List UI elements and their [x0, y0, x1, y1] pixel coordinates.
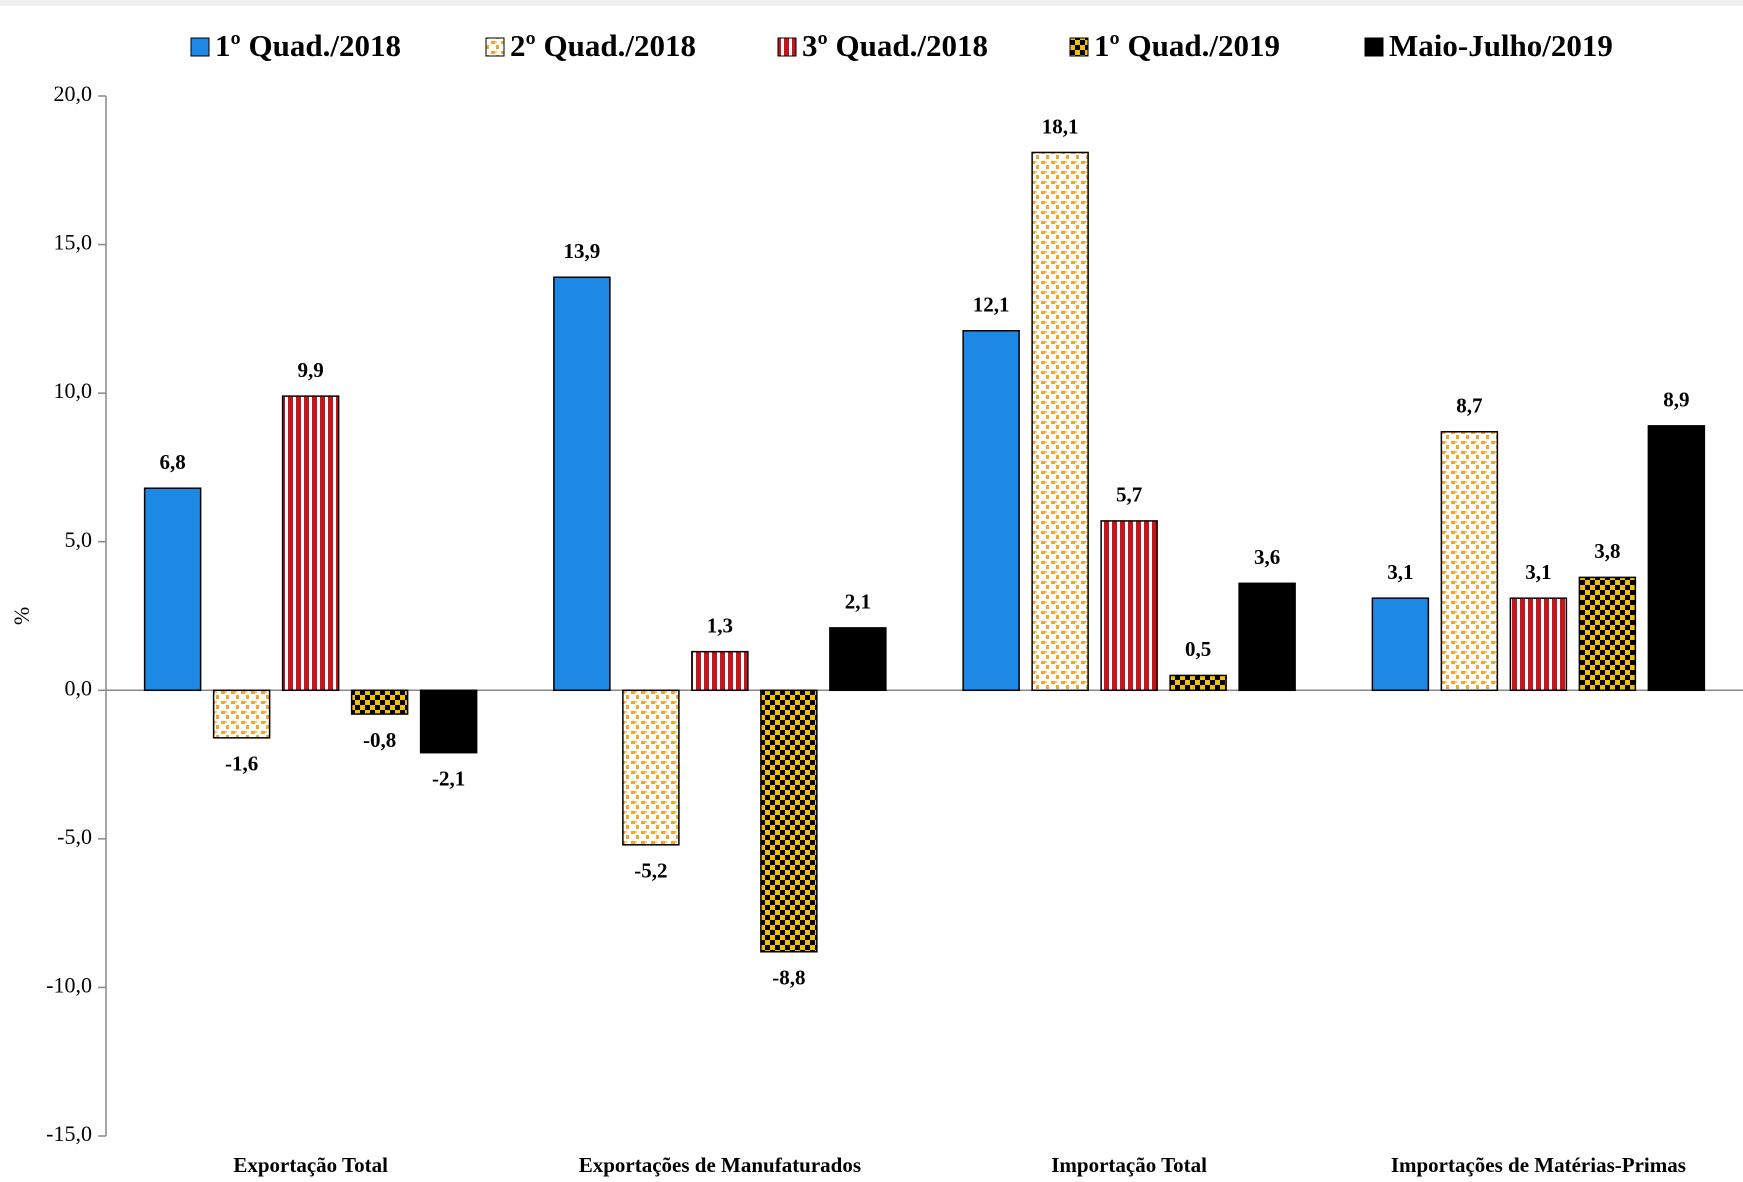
y-tick-label: -15,0	[46, 1121, 92, 1146]
bar	[281, 395, 340, 692]
x-tick-label: Importações de Matérias-Primas	[1391, 1153, 1686, 1177]
top-strip	[0, 0, 1743, 6]
y-tick-label: -5,0	[57, 824, 92, 849]
bar	[143, 487, 202, 692]
y-tick-label: 5,0	[65, 527, 93, 552]
value-label: 6,8	[160, 450, 186, 474]
value-label: -0,8	[363, 728, 396, 752]
y-tick-label: 0,0	[65, 675, 93, 700]
bar	[1238, 582, 1296, 692]
value-label: 1,3	[707, 613, 733, 637]
bar	[553, 276, 611, 692]
value-label: 12,1	[973, 293, 1010, 317]
legend-label: 1º Quad./2019	[1094, 28, 1280, 63]
value-label: 13,9	[564, 239, 601, 263]
bar	[962, 329, 1020, 692]
bar	[350, 689, 409, 715]
x-tick-label: Importação Total	[1051, 1153, 1207, 1177]
value-label: 18,1	[1042, 114, 1079, 138]
legend-swatch	[1069, 37, 1089, 57]
legend-swatch	[485, 37, 505, 57]
legend-swatch	[777, 37, 797, 57]
bar	[1371, 597, 1430, 692]
value-label: -8,8	[772, 966, 805, 990]
bar	[1578, 576, 1637, 692]
bar	[1169, 674, 1227, 692]
bar	[622, 689, 680, 846]
value-label: 0,5	[1185, 637, 1211, 661]
x-tick-label: Exportações de Manufaturados	[579, 1153, 861, 1177]
legend-label: Maio-Julho/2019	[1389, 28, 1613, 63]
legend-label: 1º Quad./2018	[215, 28, 401, 63]
value-label: 3,6	[1254, 545, 1280, 569]
value-label: 3,1	[1525, 560, 1551, 584]
value-label: -2,1	[432, 766, 465, 790]
value-label: 8,7	[1456, 394, 1482, 418]
y-tick-label: 15,0	[54, 230, 93, 255]
legend-label: 3º Quad./2018	[802, 28, 988, 63]
value-label: -1,6	[225, 752, 258, 776]
bar	[1031, 151, 1089, 692]
y-axis-label: %	[9, 607, 34, 625]
value-label: 8,9	[1663, 388, 1689, 412]
legend-label: 2º Quad./2018	[510, 28, 696, 63]
bar	[419, 689, 478, 754]
bar	[1440, 431, 1499, 692]
x-tick-label: Exportação Total	[233, 1153, 388, 1177]
value-label: 9,9	[298, 358, 324, 382]
bar	[1509, 597, 1568, 692]
value-label: 3,8	[1594, 539, 1620, 563]
bar	[1100, 520, 1158, 692]
y-tick-label: 10,0	[54, 378, 93, 403]
legend-swatch	[190, 37, 210, 57]
value-label: 2,1	[845, 590, 871, 614]
value-label: 3,1	[1387, 560, 1413, 584]
value-label: -5,2	[634, 859, 667, 883]
bar	[829, 627, 887, 692]
bar	[212, 689, 271, 739]
bar	[1647, 425, 1706, 692]
legend-swatch	[1364, 37, 1384, 57]
bar	[691, 650, 749, 692]
y-tick-label: -10,0	[46, 972, 92, 997]
value-label: 5,7	[1116, 483, 1142, 507]
y-tick-label: 20,0	[54, 81, 93, 106]
bar	[760, 689, 818, 953]
